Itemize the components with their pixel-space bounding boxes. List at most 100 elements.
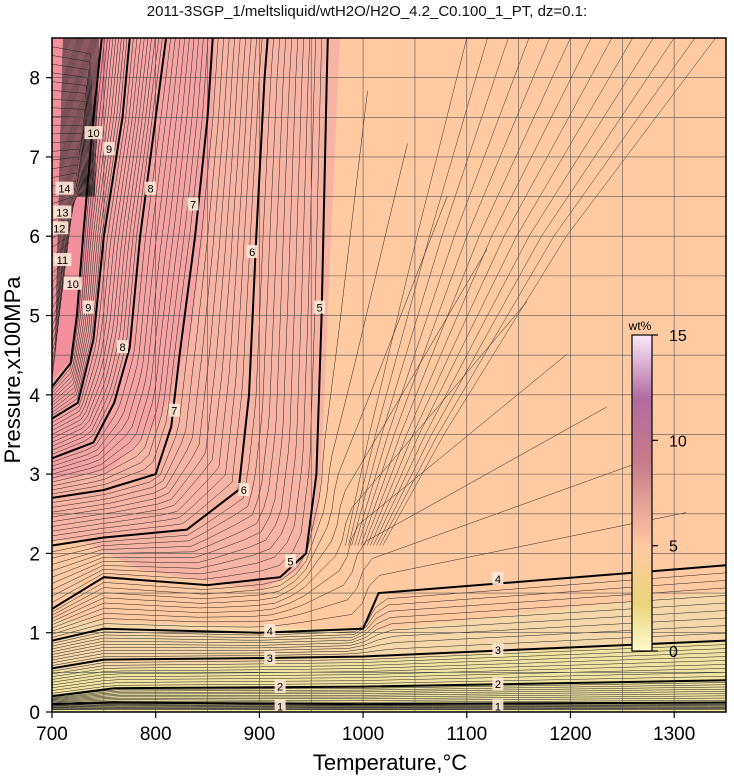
contour-label-text: 10 bbox=[87, 128, 99, 140]
thin-contour bbox=[52, 143, 408, 616]
contour-label: 7 bbox=[168, 403, 180, 418]
thin-contour bbox=[52, 632, 726, 666]
y-tick-label: 6 bbox=[29, 227, 40, 248]
thin-contour bbox=[52, 38, 195, 483]
contour-label: 11 bbox=[53, 253, 72, 267]
thin-contour bbox=[351, 38, 509, 546]
contour-label-bg bbox=[274, 699, 286, 712]
plot-frame bbox=[51, 37, 727, 713]
mid-low-water-region bbox=[52, 590, 726, 670]
contour-label-bg bbox=[274, 679, 286, 693]
contour-label: 9 bbox=[103, 142, 115, 156]
thin-contour bbox=[52, 700, 726, 704]
contour-label: 5 bbox=[284, 554, 296, 568]
contour-line-4 bbox=[52, 564, 726, 642]
contour-label: 9 bbox=[82, 300, 94, 315]
y-tick-label: 4 bbox=[29, 386, 40, 407]
contour-label-bg bbox=[55, 181, 74, 195]
thin-contour bbox=[52, 38, 252, 532]
thin-contour bbox=[52, 38, 280, 559]
thin-contour bbox=[52, 602, 726, 655]
contour-label-bg bbox=[492, 699, 504, 712]
thin-contour bbox=[52, 706, 726, 708]
contour-label-bg bbox=[492, 677, 504, 691]
contour-label-text: 1 bbox=[277, 701, 283, 713]
thin-contour bbox=[52, 38, 149, 439]
thin-contour bbox=[52, 580, 726, 647]
y-axis: 0 1 2 3 4 5 6 7 8 bbox=[29, 69, 52, 724]
thin-contour bbox=[52, 38, 117, 403]
thin-contour bbox=[52, 706, 726, 709]
thin-contour bbox=[52, 697, 726, 703]
thin-contour bbox=[52, 705, 726, 707]
x-tick-label: 1300 bbox=[653, 724, 695, 745]
contour-label-bg bbox=[492, 643, 504, 657]
contour-label-bg bbox=[246, 245, 258, 259]
thin-contour bbox=[52, 684, 726, 698]
contour-label: 3 bbox=[492, 643, 504, 657]
contour-line-10 bbox=[52, 38, 103, 388]
contour-label: 6 bbox=[238, 482, 250, 497]
contour-label-text: 2 bbox=[277, 682, 283, 694]
thin-contour bbox=[52, 693, 726, 702]
y-tick-label: 8 bbox=[29, 69, 40, 90]
thin-contour bbox=[52, 38, 141, 431]
contour-label-text: 14 bbox=[58, 184, 70, 196]
contour-label-text: 5 bbox=[316, 303, 322, 315]
thin-contour bbox=[52, 38, 311, 591]
grid-lines bbox=[52, 38, 726, 712]
thin-contour bbox=[52, 512, 687, 638]
thin-contour bbox=[52, 38, 138, 427]
contour-line-3 bbox=[52, 639, 726, 670]
thin-contour bbox=[52, 664, 726, 686]
contour-label: 4 bbox=[492, 571, 504, 586]
thin-contour bbox=[52, 652, 726, 677]
thin-contour bbox=[52, 38, 235, 518]
y-tick-label: 1 bbox=[29, 624, 40, 645]
y-tick-label: 3 bbox=[29, 465, 40, 486]
thin-contour bbox=[52, 704, 726, 707]
thin-contour bbox=[52, 38, 128, 416]
thin-contour bbox=[345, 38, 467, 546]
x-tick-label: 1100 bbox=[446, 724, 487, 745]
colorbar-tick-label: 15 bbox=[669, 328, 687, 345]
thin-contour bbox=[52, 196, 448, 619]
thin-contour bbox=[52, 38, 257, 537]
contour-label-bg bbox=[52, 221, 69, 235]
thin-contour bbox=[52, 676, 726, 694]
y-tick-label: 7 bbox=[29, 148, 40, 169]
thin-contour bbox=[52, 38, 246, 527]
contour-label-text: 8 bbox=[119, 342, 125, 354]
thin-contour bbox=[52, 682, 726, 698]
thin-contour bbox=[52, 38, 274, 553]
contour-label-text: 7 bbox=[190, 200, 196, 212]
y-tick-label: 0 bbox=[29, 703, 40, 724]
thin-contour bbox=[52, 617, 726, 661]
contour-label-bg bbox=[53, 253, 72, 267]
contour-label-bg bbox=[63, 276, 82, 290]
contour-label-text: 10 bbox=[67, 279, 79, 291]
thin-contour bbox=[52, 656, 726, 680]
contour-line-6 bbox=[52, 38, 269, 547]
contour-label-bg bbox=[284, 554, 296, 568]
thin-contour bbox=[373, 38, 654, 546]
thin-contour bbox=[382, 38, 716, 546]
contour-label-text: 4 bbox=[267, 626, 273, 638]
contour-label-text: 1 bbox=[495, 701, 501, 713]
thin-contour bbox=[52, 90, 368, 613]
contour-label: 12 bbox=[52, 221, 69, 235]
thin-contour bbox=[52, 38, 190, 479]
thin-contour bbox=[52, 610, 726, 658]
thin-contour bbox=[367, 38, 613, 546]
contour-line-5 bbox=[52, 38, 329, 610]
contour-label-text: 2 bbox=[495, 679, 501, 691]
contour-label-bg bbox=[264, 624, 276, 638]
contour-label: 13 bbox=[53, 205, 72, 219]
thin-contour bbox=[370, 38, 633, 546]
thin-contour bbox=[52, 38, 292, 572]
thin-contour bbox=[52, 38, 152, 443]
x-tick-label: 1000 bbox=[342, 724, 384, 745]
contour-line-2 bbox=[52, 679, 726, 698]
